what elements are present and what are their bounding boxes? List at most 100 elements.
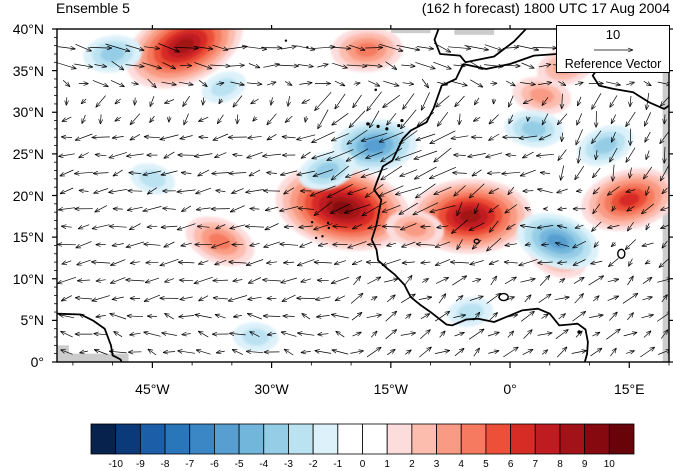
wind-vector (484, 44, 503, 51)
wind-vector (314, 262, 332, 263)
wind-vector (539, 275, 550, 286)
wind-vector (361, 168, 388, 177)
wind-vector (301, 279, 312, 282)
wind-vector (126, 154, 144, 156)
wind-vector (469, 183, 485, 198)
canary-island (385, 127, 389, 131)
wind-vector (131, 83, 138, 85)
wind-vector (110, 277, 126, 283)
wind-vector (94, 350, 108, 355)
cape-verde-island (327, 226, 331, 230)
wind-vector (164, 151, 175, 159)
wind-vector (177, 351, 195, 354)
wind-vector (662, 240, 668, 248)
wind-vector (503, 347, 518, 358)
wind-vector (487, 173, 501, 174)
wind-vector (419, 347, 431, 358)
wind-vector (265, 223, 279, 230)
wind-vector (232, 349, 244, 355)
wind-vector (92, 295, 110, 301)
wind-vector (556, 347, 567, 358)
wind-vector (347, 187, 367, 195)
wind-vector (470, 260, 484, 265)
inland-lake (473, 238, 480, 244)
wind-vector (657, 81, 669, 85)
wind-vector (160, 134, 179, 140)
wind-vector (593, 187, 600, 195)
wind-vector (179, 280, 194, 281)
wind-vector (281, 332, 297, 337)
wind-vector (558, 314, 566, 320)
wind-vector (383, 94, 401, 108)
wind-vector (112, 297, 124, 300)
wind-vector (150, 115, 155, 123)
lat-label: 35°N (12, 62, 44, 79)
wind-vector (228, 262, 247, 263)
wind-vector (61, 137, 73, 138)
wind-vector (313, 223, 333, 230)
wind-vector (523, 191, 534, 192)
wind-vector (641, 203, 655, 214)
wind-vector (494, 98, 495, 105)
wind-vector (262, 280, 281, 281)
wind-vector (592, 93, 602, 109)
wind-vector (280, 170, 298, 175)
wind-vector (523, 330, 533, 339)
wind-vector (470, 79, 483, 87)
wind-vector (490, 276, 497, 286)
wind-vector (504, 277, 516, 285)
wind-vector (162, 208, 176, 209)
wind-vector (219, 99, 222, 104)
wind-vector (230, 65, 245, 66)
wind-vector (574, 82, 583, 85)
colorbar-swatch (189, 423, 215, 455)
wind-vector (487, 332, 500, 337)
wind-vector (112, 136, 124, 138)
wind-vector (396, 45, 420, 50)
wind-vector (215, 314, 226, 319)
wind-vector (623, 332, 638, 337)
wind-vector (642, 277, 652, 284)
wind-vector (596, 150, 597, 160)
colorbar-label: 4 (458, 459, 464, 470)
wind-vector (115, 98, 121, 104)
wind-vector (230, 224, 246, 229)
wind-vector (522, 151, 534, 158)
wind-vector (75, 298, 93, 299)
cape-verde-island (314, 236, 318, 240)
lon-label: 30°W (254, 381, 289, 397)
wind-vector (664, 146, 665, 164)
wind-vector (509, 114, 514, 124)
wind-vector (253, 117, 257, 121)
wind-vector (661, 295, 668, 303)
wind-vector (330, 203, 351, 213)
wind-vector (625, 239, 637, 250)
wind-vector (75, 43, 92, 51)
wind-vector (488, 351, 499, 354)
colorbar-swatch (411, 423, 437, 455)
wind-vector (127, 206, 143, 210)
wind-vector (365, 48, 383, 49)
lat-label: 30°N (12, 104, 44, 121)
wind-vector (438, 294, 446, 304)
wind-vector (537, 262, 553, 263)
colorbar-label: 8 (557, 459, 563, 470)
wind-vector (333, 226, 348, 227)
wind-vector (249, 243, 260, 246)
wind-vector (622, 293, 638, 304)
wind-vector (61, 295, 73, 301)
wind-vector (143, 332, 161, 337)
wind-vector (385, 329, 397, 340)
wind-vector (129, 173, 142, 174)
wind-vector (612, 206, 615, 211)
wind-vector (130, 262, 140, 264)
wind-vector (472, 279, 481, 282)
wind-vector (57, 276, 77, 283)
wind-vector (198, 331, 209, 338)
wind-vector (94, 334, 108, 335)
wind-vector (114, 331, 123, 338)
wind-vector (455, 95, 465, 107)
wind-vector (520, 279, 535, 283)
wind-vector (606, 329, 620, 340)
wind-vector (401, 241, 416, 247)
